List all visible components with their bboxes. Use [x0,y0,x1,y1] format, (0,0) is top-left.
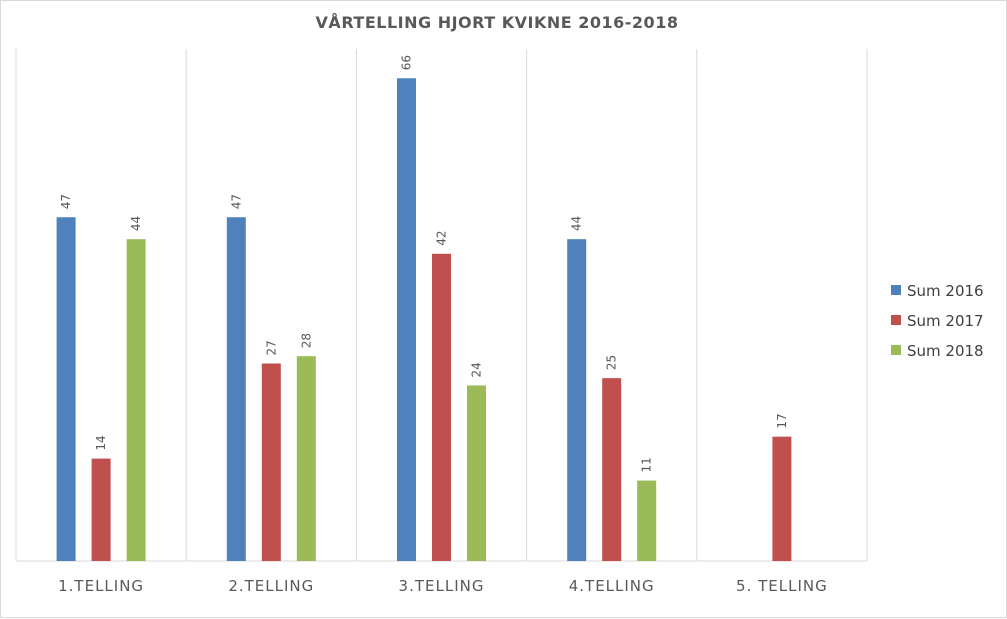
data-label: 44 [129,216,143,231]
legend-label: Sum 2018 [907,342,984,360]
legend-swatch [891,315,901,325]
bar-sum-2016 [567,239,587,561]
data-label: 14 [94,435,108,450]
data-label: 27 [264,340,278,355]
data-label: 28 [299,333,313,348]
bar-sum-2017 [261,363,281,561]
bar-sum-2018 [296,356,316,561]
data-label: 66 [400,55,414,70]
legend-swatch [891,285,901,295]
bar-sum-2017 [602,378,622,561]
data-label: 44 [570,216,584,231]
bar-sum-2018 [637,480,657,561]
legend-swatch [891,345,901,355]
bar-sum-2017 [772,436,792,561]
x-tick-label: 5. TELLING [736,577,828,595]
legend-label: Sum 2016 [907,282,984,300]
bar-sum-2017 [91,458,111,561]
data-label: 47 [59,194,73,209]
x-tick-label: 2.TELLING [228,577,314,595]
plot-area: 1.TELLING 47 14 44 2.TELLING 47 27 28 3.TELLING 6… [15,49,868,595]
data-label: 24 [470,362,484,377]
chart-title: VÅRTELLING HJORT KVIKNE 2016-2018 [316,13,679,32]
x-tick-label: 3.TELLING [399,577,485,595]
bar-sum-2016 [397,78,416,561]
bar-sum-2016 [226,217,246,561]
legend: Sum 2016 Sum 2017 Sum 2018 [891,282,984,360]
data-label: 17 [775,413,789,428]
data-label: 11 [640,457,654,472]
data-label: 42 [435,231,449,246]
data-label: 47 [229,194,243,209]
bar-sum-2017 [432,253,451,562]
bar-sum-2018 [126,239,146,561]
data-label: 25 [605,355,619,370]
x-tick-label: 4.TELLING [569,577,655,595]
x-tick-label: 1.TELLING [58,577,144,595]
bar-sum-2018 [467,385,486,561]
legend-label: Sum 2017 [907,312,984,330]
bar-sum-2016 [56,217,76,561]
